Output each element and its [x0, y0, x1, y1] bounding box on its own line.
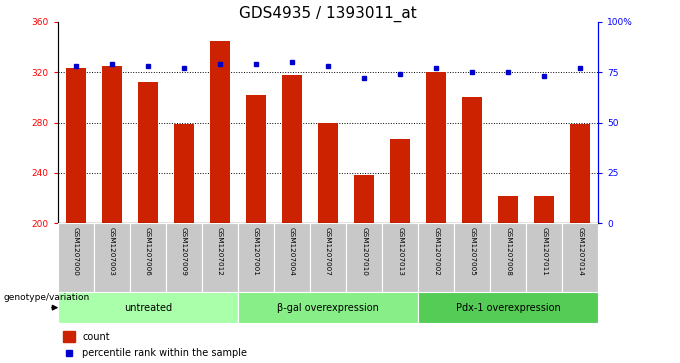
- Bar: [66, 68, 86, 223]
- Bar: [58, 292, 238, 323]
- Bar: [166, 223, 202, 292]
- Bar: [354, 175, 374, 223]
- Text: GSM1207002: GSM1207002: [433, 227, 439, 276]
- Text: GSM1207000: GSM1207000: [73, 227, 79, 276]
- Bar: [426, 72, 446, 223]
- Text: GSM1207004: GSM1207004: [289, 227, 295, 276]
- Bar: [571, 124, 590, 223]
- Text: percentile rank within the sample: percentile rank within the sample: [82, 348, 247, 358]
- Text: GSM1207009: GSM1207009: [181, 227, 187, 276]
- Text: GSM1207012: GSM1207012: [217, 227, 223, 276]
- Text: GSM1207006: GSM1207006: [145, 227, 151, 276]
- Bar: [246, 95, 266, 223]
- Bar: [382, 223, 418, 292]
- Bar: [138, 82, 158, 223]
- Text: β-gal overexpression: β-gal overexpression: [277, 303, 379, 313]
- Text: GSM1207010: GSM1207010: [361, 227, 367, 276]
- Text: Pdx-1 overexpression: Pdx-1 overexpression: [456, 303, 561, 313]
- Bar: [102, 66, 122, 223]
- Bar: [418, 292, 598, 323]
- Bar: [94, 223, 130, 292]
- Bar: [282, 75, 302, 223]
- Text: GSM1207008: GSM1207008: [505, 227, 511, 276]
- Bar: [534, 196, 554, 223]
- Text: GSM1207014: GSM1207014: [577, 227, 583, 276]
- Bar: [310, 223, 346, 292]
- Bar: [346, 223, 382, 292]
- Bar: [318, 122, 338, 223]
- Bar: [274, 223, 310, 292]
- Bar: [490, 223, 526, 292]
- Bar: [63, 331, 75, 342]
- Bar: [462, 97, 482, 223]
- Text: GSM1207011: GSM1207011: [541, 227, 547, 276]
- Text: GSM1207007: GSM1207007: [325, 227, 331, 276]
- Bar: [526, 223, 562, 292]
- Bar: [238, 223, 274, 292]
- Title: GDS4935 / 1393011_at: GDS4935 / 1393011_at: [239, 5, 417, 22]
- Text: GSM1207003: GSM1207003: [109, 227, 115, 276]
- Text: count: count: [82, 332, 109, 342]
- Bar: [562, 223, 598, 292]
- Text: genotype/variation: genotype/variation: [3, 293, 90, 302]
- Text: untreated: untreated: [124, 303, 172, 313]
- Text: GSM1207005: GSM1207005: [469, 227, 475, 276]
- Bar: [498, 196, 518, 223]
- Text: GSM1207013: GSM1207013: [397, 227, 403, 276]
- Bar: [390, 139, 410, 223]
- Bar: [58, 223, 94, 292]
- Bar: [210, 41, 230, 223]
- Bar: [174, 124, 194, 223]
- Text: GSM1207001: GSM1207001: [253, 227, 259, 276]
- Bar: [238, 292, 418, 323]
- Bar: [454, 223, 490, 292]
- Bar: [418, 223, 454, 292]
- Bar: [130, 223, 166, 292]
- Bar: [202, 223, 238, 292]
